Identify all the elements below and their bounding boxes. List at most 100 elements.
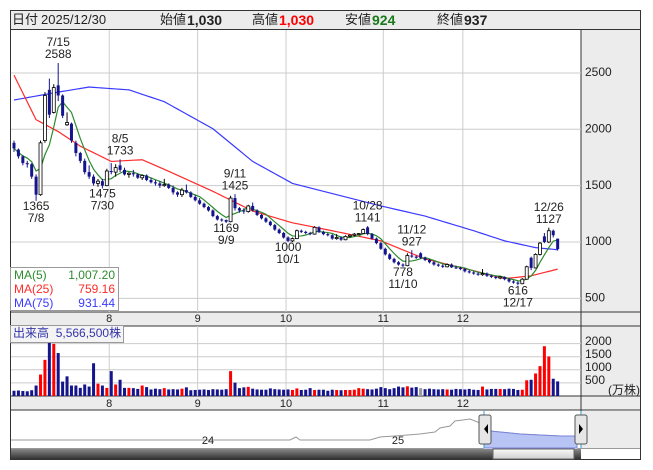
- volume-bar: [246, 386, 250, 396]
- candle: [47, 89, 51, 115]
- candle: [533, 253, 538, 269]
- volume-bar: [78, 387, 82, 396]
- candle: [286, 237, 290, 241]
- volume-bar: [193, 389, 197, 396]
- candle: [388, 254, 392, 259]
- candle: [237, 208, 241, 211]
- volume-bar: [321, 389, 325, 396]
- volume-bar: [405, 386, 409, 396]
- volume-bar: [282, 389, 286, 396]
- candle: [16, 149, 20, 157]
- candle: [294, 230, 299, 240]
- volume-bar: [189, 390, 193, 396]
- volume-bar: [317, 389, 321, 396]
- ma75-value: 931.44: [78, 296, 115, 310]
- volume-axis-panel: [581, 326, 640, 396]
- volume-bar: [507, 388, 511, 396]
- candle: [441, 265, 445, 267]
- ohlc-header: 日付 2025/12/30 始値 1,030 高値 1,030 安値 924 終…: [11, 11, 640, 30]
- ma25-legend-row: MA(25) 759.16: [11, 282, 118, 296]
- volume-bar: [30, 390, 34, 396]
- volume-bar: [176, 389, 180, 396]
- volume-bar: [260, 389, 264, 396]
- candle: [171, 187, 175, 193]
- scrollbar-track[interactable]: [11, 449, 581, 459]
- volume-bar: [34, 385, 38, 396]
- volume-bar: [485, 389, 489, 396]
- candle: [489, 275, 493, 277]
- candle: [542, 236, 546, 242]
- range-navigator[interactable]: [11, 411, 640, 449]
- candle: [61, 95, 65, 116]
- candle: [516, 282, 520, 284]
- candle: [423, 257, 427, 261]
- candle: [277, 229, 281, 233]
- volume-bar: [47, 337, 51, 396]
- annotation-date: 7/15: [47, 35, 71, 49]
- scrollbar-thumb[interactable]: [492, 448, 575, 460]
- month-label: 8: [106, 398, 112, 410]
- volume-bar: [551, 378, 555, 396]
- volume-bar: [472, 389, 476, 396]
- volume-bar: [520, 389, 524, 396]
- volume-bar: [229, 371, 233, 396]
- candle: [450, 264, 454, 268]
- ma5-value: 1,007.20: [68, 268, 115, 282]
- candle: [25, 163, 29, 165]
- candle: [326, 234, 330, 236]
- candle: [538, 242, 542, 255]
- candle: [485, 273, 489, 276]
- price-tick-label: 500: [585, 291, 605, 305]
- volume-bar: [242, 387, 246, 396]
- candle: [405, 255, 410, 267]
- candle: [96, 180, 100, 184]
- candle: [118, 165, 122, 170]
- month-label: 11: [378, 398, 389, 410]
- navigator-year-label: 24: [202, 435, 214, 447]
- high-label: 高値: [252, 12, 279, 27]
- annotation-value: 1425: [222, 178, 249, 192]
- candle: [556, 238, 560, 250]
- volume-bar: [427, 388, 431, 396]
- candle: [167, 184, 171, 188]
- volume-bar: [361, 388, 365, 396]
- volume-bar: [118, 379, 122, 396]
- volume-bar: [295, 388, 299, 396]
- chart-frame: [10, 10, 641, 460]
- volume-bar: [467, 388, 471, 396]
- candle: [211, 210, 215, 217]
- annotation-date: 12/26: [534, 200, 564, 214]
- candle: [445, 264, 450, 268]
- navigator-axis-panel: [581, 411, 640, 448]
- month-axis-top: [11, 312, 640, 326]
- annotation-date: 8/5: [112, 132, 129, 146]
- low-value: 924: [372, 12, 396, 28]
- candle: [153, 182, 157, 184]
- volume-bar: [511, 388, 515, 396]
- candle: [100, 181, 104, 186]
- price-tick-label: 2500: [585, 65, 612, 79]
- candle: [34, 176, 38, 195]
- candle: [472, 272, 476, 274]
- price-axis-panel: [581, 30, 640, 312]
- candle: [520, 278, 525, 285]
- annotation-value: 616: [508, 283, 528, 297]
- month-label: 9: [195, 398, 201, 410]
- ma5-legend-row: MA(5) 1,007.20: [11, 268, 118, 282]
- volume-bar: [534, 373, 538, 396]
- volume-bar: [304, 389, 308, 396]
- candle: [215, 216, 219, 220]
- candle: [494, 276, 498, 279]
- candle: [361, 229, 366, 234]
- volume-bar: [374, 388, 378, 396]
- candle: [198, 200, 202, 204]
- candle: [551, 230, 555, 236]
- annotation-date: 9/9: [218, 233, 235, 247]
- volume-tick-label: 1000: [585, 360, 612, 374]
- candle: [366, 227, 370, 235]
- triangle-right-icon: [579, 424, 583, 434]
- annotation-value: 1475: [89, 187, 116, 201]
- volume-bar: [16, 390, 20, 396]
- volume-bar: [206, 389, 210, 396]
